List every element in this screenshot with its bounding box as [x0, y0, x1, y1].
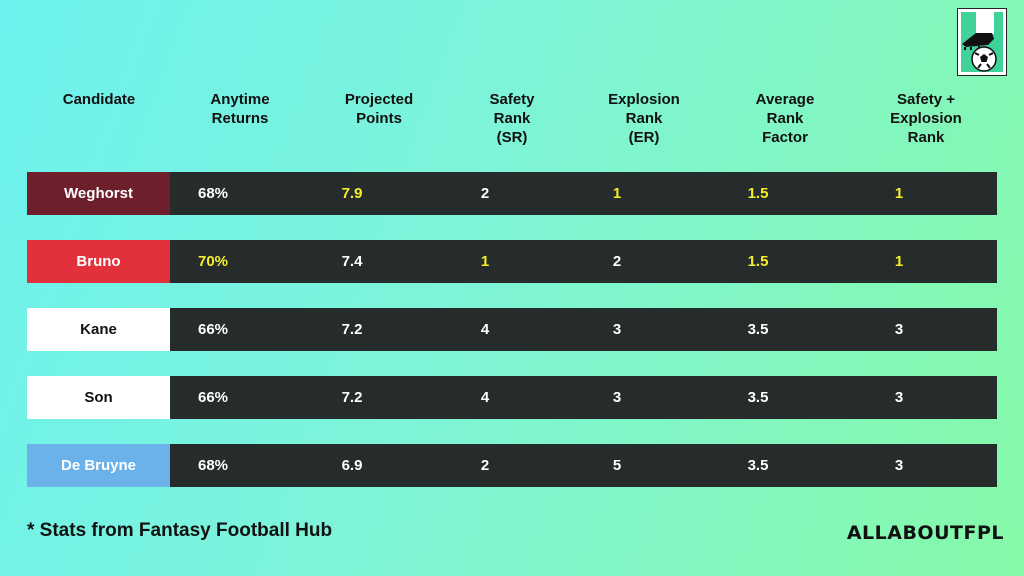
projected-points-cell: 7.4	[341, 253, 363, 270]
explosion-rank-cell: 3	[612, 389, 622, 406]
table-row: Bruno 70% 7.4 1 2 1.5 1	[27, 240, 997, 283]
explosion-rank-cell: 1	[612, 185, 622, 202]
safety-rank-cell: 2	[480, 185, 490, 202]
footnote: * Stats from Fantasy Football Hub	[27, 520, 333, 541]
header-anytime-returns: Anytime Returns	[210, 91, 270, 127]
table-header: Candidate Anytime Returns Projected Points…	[27, 90, 997, 150]
candidate-name-cell: Son	[27, 376, 170, 419]
average-rank-factor-cell: 1.5	[747, 253, 769, 270]
anytime-returns-cell: 68%	[197, 185, 229, 202]
average-rank-factor-cell: 3.5	[747, 389, 769, 406]
safety-explosion-rank-cell: 1	[894, 253, 904, 270]
brand-logo-text: ALLABOUTFPL	[846, 522, 1004, 544]
header-safety-explosion-rank: Safety + Explosion Rank	[890, 91, 962, 146]
projected-points-cell: 7.2	[341, 321, 363, 338]
anytime-returns-cell: 70%	[197, 253, 229, 270]
safety-rank-cell: 2	[480, 457, 490, 474]
anytime-returns-cell: 66%	[197, 321, 229, 338]
candidate-name-cell: Kane	[27, 308, 170, 351]
candidate-name-cell: Weghorst	[27, 172, 170, 215]
table-row: Weghorst 68% 7.9 2 1 1.5 1	[27, 172, 997, 215]
candidate-name-cell: Bruno	[27, 240, 170, 283]
safety-rank-cell: 4	[480, 321, 490, 338]
average-rank-factor-cell: 3.5	[747, 321, 769, 338]
boot-and-football-icon	[957, 8, 1007, 76]
projected-points-cell: 6.9	[341, 457, 363, 474]
table-row: De Bruyne 68% 6.9 2 5 3.5 3	[27, 444, 997, 487]
safety-explosion-rank-cell: 3	[894, 321, 904, 338]
safety-explosion-rank-cell: 1	[894, 185, 904, 202]
header-average-rank-factor: Average Rank Factor	[755, 91, 815, 146]
explosion-rank-cell: 5	[612, 457, 622, 474]
header-projected-points: Projected Points	[344, 91, 414, 127]
header-candidate: Candidate	[62, 91, 136, 108]
projected-points-cell: 7.2	[341, 389, 363, 406]
safety-explosion-rank-cell: 3	[894, 389, 904, 406]
safety-rank-cell: 4	[480, 389, 490, 406]
explosion-rank-cell: 2	[612, 253, 622, 270]
average-rank-factor-cell: 3.5	[747, 457, 769, 474]
projected-points-cell: 7.9	[341, 185, 363, 202]
anytime-returns-cell: 66%	[197, 389, 229, 406]
table-row: Son 66% 7.2 4 3 3.5 3	[27, 376, 997, 419]
average-rank-factor-cell: 1.5	[747, 185, 769, 202]
candidate-name-cell: De Bruyne	[27, 444, 170, 487]
anytime-returns-cell: 68%	[197, 457, 229, 474]
explosion-rank-cell: 3	[612, 321, 622, 338]
safety-explosion-rank-cell: 3	[894, 457, 904, 474]
header-safety-rank: Safety Rank (SR)	[489, 91, 535, 146]
safety-rank-cell: 1	[480, 253, 490, 270]
header-explosion-rank: Explosion Rank (ER)	[608, 91, 680, 146]
table-row: Kane 66% 7.2 4 3 3.5 3	[27, 308, 997, 351]
